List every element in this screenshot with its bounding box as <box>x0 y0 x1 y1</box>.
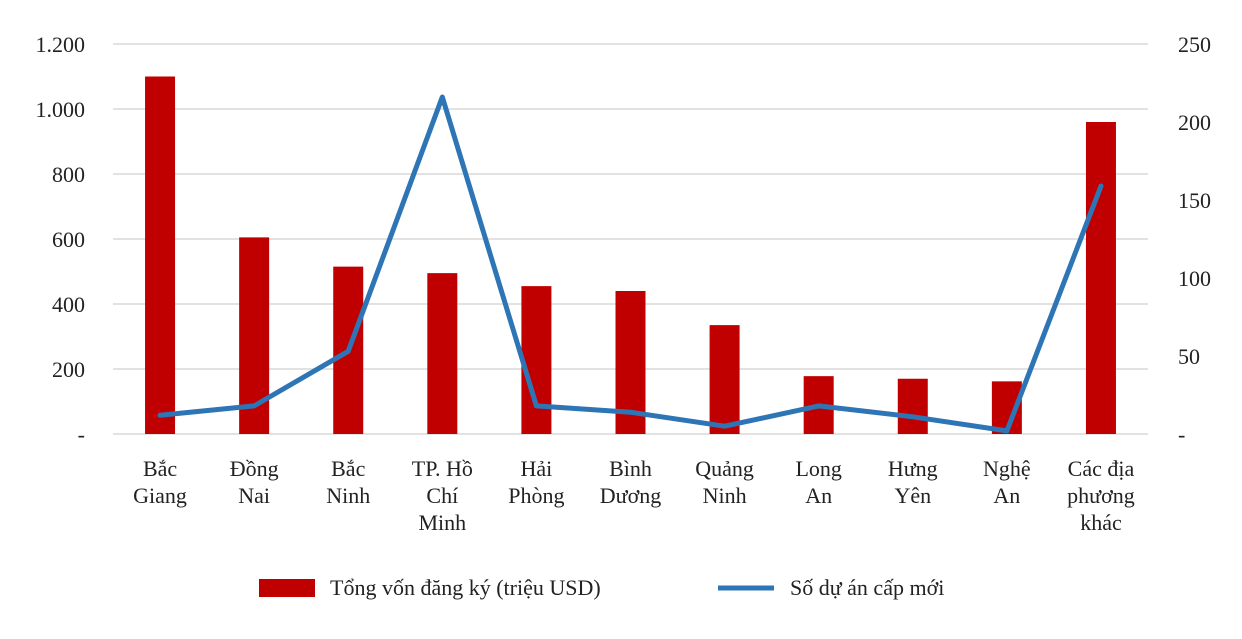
left-axis-tick-label: 600 <box>52 227 85 252</box>
category-label: Ninh <box>703 483 747 508</box>
category-label: Nai <box>238 483 270 508</box>
category-label: Minh <box>418 510 466 535</box>
left-axis-tick-label: 1.200 <box>36 32 86 57</box>
category-label: Giang <box>133 483 187 508</box>
category-label: TP. Hồ <box>412 456 473 481</box>
category-label: Bắc <box>331 456 365 481</box>
right-axis-tick-label: 250 <box>1178 32 1211 57</box>
right-axis-tick-label: 50 <box>1178 344 1200 369</box>
legend: Tổng vốn đăng ký (triệu USD) Số dự án cấ… <box>259 575 944 600</box>
series-line <box>157 94 1104 434</box>
category-label: Dương <box>600 483 661 508</box>
category-label: Đồng <box>230 456 279 481</box>
category-label: Long <box>795 456 841 481</box>
left-axis-tick-label: 800 <box>52 162 85 187</box>
bar <box>521 286 552 434</box>
left-axis-tick-label: 400 <box>52 292 85 317</box>
right-axis-tick-label: 100 <box>1178 266 1211 291</box>
left-axis-tick-label: - <box>78 422 85 447</box>
right-axis-tick-label: 200 <box>1178 110 1211 135</box>
category-label: khác <box>1080 510 1122 535</box>
bar <box>709 325 740 434</box>
right-axis-tick-label: 150 <box>1178 188 1211 213</box>
category-label: An <box>993 483 1020 508</box>
legend-bar-swatch <box>259 579 315 597</box>
category-label: phương <box>1067 483 1135 508</box>
category-label: Nghệ <box>983 456 1031 481</box>
left-axis-tick-label: 200 <box>52 357 85 382</box>
category-label: Ninh <box>326 483 370 508</box>
bar <box>1085 122 1116 434</box>
bar-series <box>145 76 1116 434</box>
legend-bar-label: Tổng vốn đăng ký (triệu USD) <box>330 575 601 600</box>
left-axis: - 200 400 600 800 1.000 1.200 <box>36 32 86 447</box>
category-label: Các địa <box>1068 456 1135 481</box>
category-label: Bình <box>609 456 652 481</box>
line-series <box>157 94 1104 434</box>
category-label: Hải <box>521 456 553 481</box>
category-label: Phòng <box>508 483 564 508</box>
category-label: An <box>805 483 832 508</box>
right-axis: - 50 100 150 200 250 <box>1178 32 1211 447</box>
bar <box>145 76 176 434</box>
legend-line-label: Số dự án cấp mới <box>790 575 944 600</box>
category-label: Bắc <box>143 456 177 481</box>
left-axis-tick-label: 1.000 <box>36 97 86 122</box>
bar <box>427 273 458 434</box>
category-label: Chí <box>426 483 458 508</box>
bar <box>897 378 928 434</box>
right-axis-tick-label: - <box>1178 422 1185 447</box>
category-label: Hưng <box>888 456 938 481</box>
category-label: Quảng <box>695 456 754 481</box>
category-label: Yên <box>894 483 931 508</box>
